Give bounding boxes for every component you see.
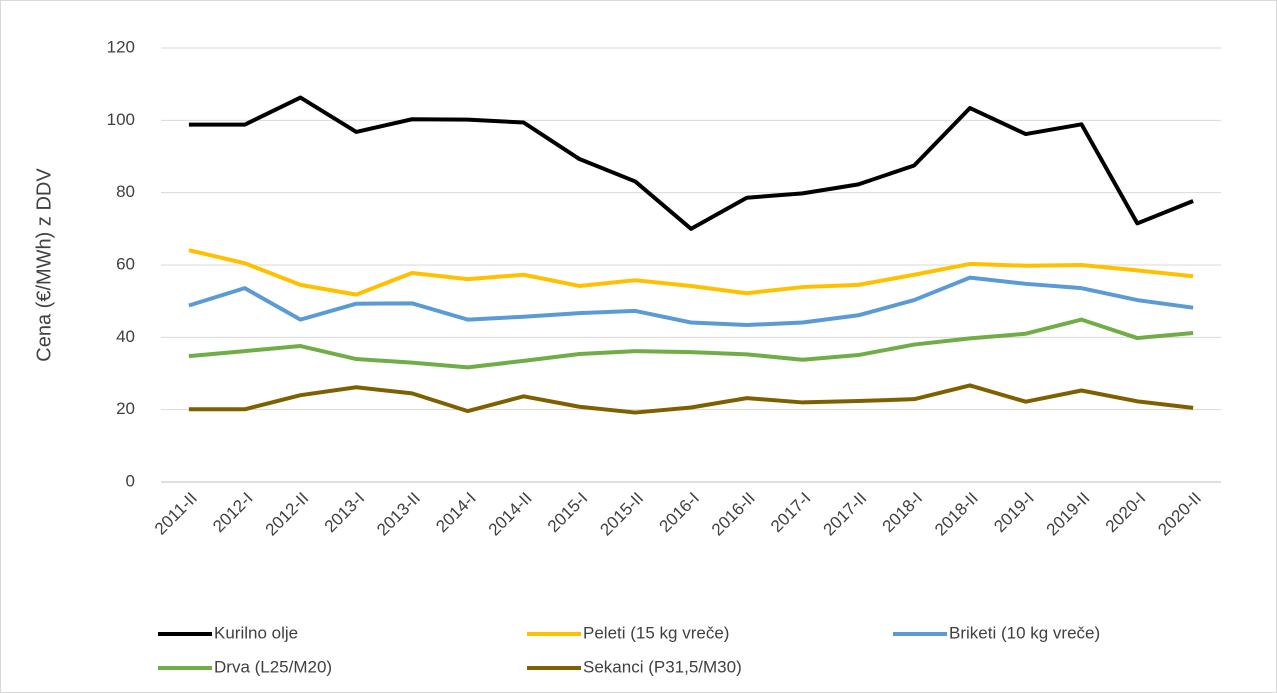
y-axis-label: Cena (€/MWh) z DDV bbox=[33, 168, 55, 362]
series-line bbox=[188, 275, 1194, 328]
legend-label: Drva (L25/M20) bbox=[214, 657, 332, 676]
legend-label: Briketi (10 kg vreče) bbox=[949, 623, 1100, 642]
y-tick-label: 0 bbox=[126, 471, 135, 490]
y-tick-label: 60 bbox=[116, 254, 135, 273]
series-line bbox=[188, 383, 1194, 415]
series-line bbox=[188, 95, 1194, 231]
y-tick-label: 120 bbox=[107, 37, 135, 56]
y-tick-label: 100 bbox=[107, 110, 135, 129]
series-line bbox=[188, 248, 1194, 297]
legend-label: Peleti (15 kg vreče) bbox=[583, 623, 729, 642]
y-tick-label: 20 bbox=[116, 399, 135, 418]
y-tick-label: 80 bbox=[116, 182, 135, 201]
series-line bbox=[188, 317, 1194, 370]
y-tick-label: 40 bbox=[116, 327, 135, 346]
legend-label: Sekanci (P31,5/M30) bbox=[583, 657, 742, 676]
legend-label: Kurilno olje bbox=[214, 623, 298, 642]
